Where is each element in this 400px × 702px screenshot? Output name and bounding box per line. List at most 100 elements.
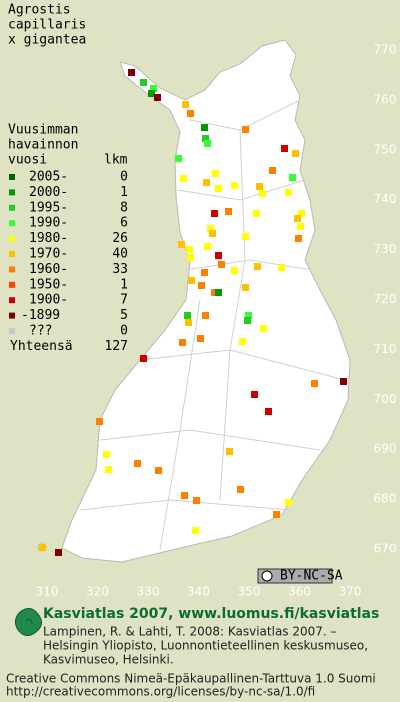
legend-count-header: lkm: [104, 153, 128, 168]
legend-swatch: [9, 189, 15, 196]
observation-square: [204, 140, 211, 147]
license-badge: BY-NC-SA: [257, 568, 343, 584]
observation-square: [256, 183, 263, 190]
y-tick-label: 730: [374, 242, 397, 256]
observation-square: [188, 277, 195, 284]
legend-label: 1970-: [29, 247, 68, 262]
legend-label: 2005-: [29, 170, 68, 185]
legend-swatch: [9, 328, 15, 334]
x-tick-label: 360: [288, 585, 311, 599]
observation-square: [273, 511, 280, 518]
y-tick-label: 750: [374, 142, 397, 156]
observation-square: [215, 185, 222, 192]
title-line: x gigantea: [8, 33, 86, 48]
observation-square: [185, 319, 192, 326]
y-tick-label: 760: [374, 92, 397, 106]
observation-square: [182, 101, 189, 108]
observation-square: [253, 210, 260, 217]
legend-count: 1: [120, 277, 128, 292]
legend-count: 33: [112, 262, 128, 277]
observation-square: [215, 252, 222, 259]
observation-square: [237, 486, 244, 493]
legend-label: 2000-: [29, 185, 68, 200]
y-tick-label: 740: [374, 192, 397, 206]
observation-square: [203, 179, 210, 186]
observation-square: [192, 527, 199, 534]
observation-square: [254, 263, 261, 270]
license-line: http://creativecommons.org/licenses/by-n…: [6, 685, 315, 699]
observation-square: [187, 254, 194, 261]
observation-square: [215, 289, 222, 296]
observation-square: [202, 312, 209, 319]
legend-label: 1990-: [29, 216, 68, 231]
observation-square: [180, 175, 187, 182]
legend-swatch: [9, 251, 15, 257]
observation-square: [242, 126, 249, 133]
badge-box: [257, 568, 333, 584]
observation-square: [259, 190, 266, 197]
observation-square: [231, 182, 238, 189]
legend-count: 0: [120, 170, 128, 185]
observation-square: [187, 110, 194, 117]
license-line: Creative Commons Nimeä-Epäkaupallinen-Ta…: [6, 672, 376, 686]
observation-square: [178, 241, 185, 248]
observation-square: [154, 94, 161, 101]
observation-square: [201, 269, 208, 276]
observation-square: [197, 335, 204, 342]
x-tick-label: 310: [36, 585, 59, 599]
observation-square: [140, 79, 147, 86]
legend-header: havainnon: [8, 138, 78, 153]
y-tick-label: 770: [374, 43, 397, 57]
observation-square: [204, 243, 211, 250]
observation-square: [155, 467, 162, 474]
observation-square: [231, 267, 238, 274]
observation-square: [218, 261, 225, 268]
observation-square: [39, 544, 46, 551]
observation-square: [297, 223, 304, 230]
observation-square: [103, 451, 110, 458]
cc-icon: [261, 570, 273, 582]
total-count: 127: [105, 339, 128, 354]
legend-swatch: [9, 281, 15, 288]
legend-swatch: [9, 297, 15, 304]
observation-square: [278, 264, 285, 271]
observation-square: [225, 208, 232, 215]
observation-square: [211, 289, 218, 296]
title-line: capillaris: [8, 18, 86, 33]
observation-square: [202, 135, 209, 142]
region-borders: [79, 99, 346, 551]
citation-line: Lampinen, R. & Lahti, T. 2008: Kasviatla…: [43, 625, 337, 639]
legend-swatch: [9, 174, 15, 180]
x-tick-label: 320: [86, 585, 109, 599]
observation-square: [295, 235, 302, 242]
legend-swatch: [9, 204, 15, 211]
legend-header: Vuusimman: [8, 123, 78, 138]
observation-square: [148, 90, 155, 97]
legend-count: 0: [120, 324, 128, 339]
legend-count: 6: [120, 216, 128, 231]
total-label: Yhteensä: [10, 339, 73, 354]
grid-coordinates: 310 320 330 340 350 360 3706706806907007107207…: [36, 43, 397, 599]
observation-square: [251, 391, 258, 398]
x-tick-label: 370: [339, 585, 362, 599]
observation-square: [134, 460, 141, 467]
y-tick-label: 720: [374, 292, 397, 306]
legend-label: -1899: [21, 308, 60, 323]
observation-square: [260, 325, 267, 332]
legend-count: 26: [112, 231, 128, 246]
x-tick-label: 340: [187, 585, 210, 599]
x-tick-label: 350: [238, 585, 261, 599]
legend-label: 1980-: [29, 231, 68, 246]
observation-square: [245, 312, 252, 319]
x-tick-label: 330: [137, 585, 160, 599]
observation-square: [292, 150, 299, 157]
title-line: Agrostis: [8, 3, 71, 18]
logo: [14, 608, 42, 636]
observation-square: [140, 355, 147, 362]
observation-square: [340, 378, 347, 385]
legend-count: 5: [120, 308, 128, 323]
observation-square: [298, 210, 305, 217]
observation-square: [294, 215, 301, 222]
observation-square: [239, 338, 246, 345]
observation-square: [55, 549, 62, 556]
